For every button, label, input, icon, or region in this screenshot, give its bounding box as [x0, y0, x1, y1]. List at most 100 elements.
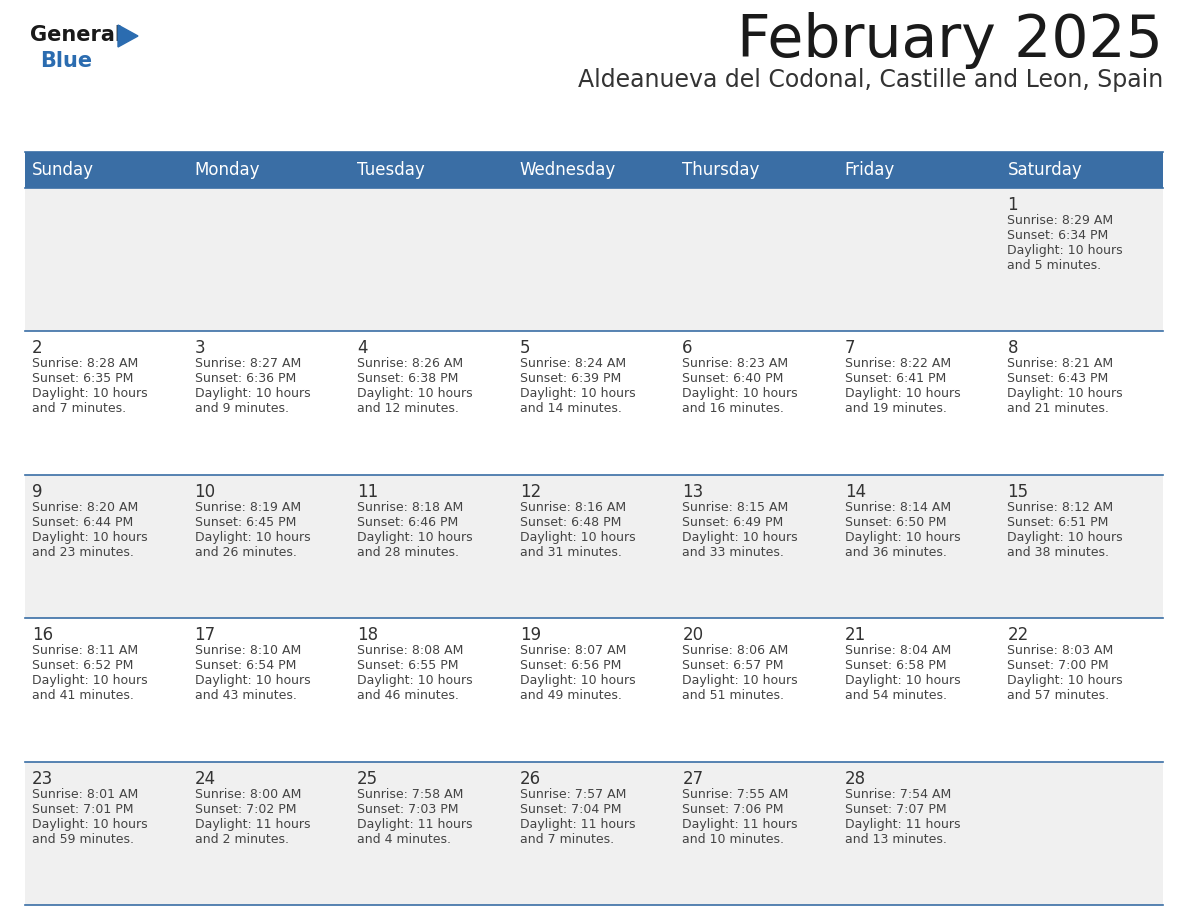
- Text: Sunset: 6:41 PM: Sunset: 6:41 PM: [845, 373, 946, 386]
- Text: 3: 3: [195, 340, 206, 357]
- Text: Sunset: 7:07 PM: Sunset: 7:07 PM: [845, 802, 947, 815]
- Text: 4: 4: [358, 340, 367, 357]
- Text: and 2 minutes.: and 2 minutes.: [195, 833, 289, 845]
- Text: Sunset: 7:04 PM: Sunset: 7:04 PM: [519, 802, 621, 815]
- Polygon shape: [118, 25, 138, 47]
- Text: and 10 minutes.: and 10 minutes.: [682, 833, 784, 845]
- Bar: [838, 152, 1000, 188]
- Text: Sunrise: 8:16 AM: Sunrise: 8:16 AM: [519, 501, 626, 514]
- Text: Daylight: 10 hours: Daylight: 10 hours: [358, 674, 473, 688]
- Text: Sunrise: 8:07 AM: Sunrise: 8:07 AM: [519, 644, 626, 657]
- Text: Sunset: 6:40 PM: Sunset: 6:40 PM: [682, 373, 784, 386]
- Text: Sunset: 6:49 PM: Sunset: 6:49 PM: [682, 516, 784, 529]
- Text: Daylight: 10 hours: Daylight: 10 hours: [845, 387, 960, 400]
- Text: Sunrise: 8:27 AM: Sunrise: 8:27 AM: [195, 357, 301, 370]
- Text: 23: 23: [32, 769, 53, 788]
- Text: Daylight: 10 hours: Daylight: 10 hours: [519, 387, 636, 400]
- Text: Sunrise: 8:12 AM: Sunrise: 8:12 AM: [1007, 501, 1113, 514]
- Text: Sunset: 6:52 PM: Sunset: 6:52 PM: [32, 659, 133, 672]
- Text: and 36 minutes.: and 36 minutes.: [845, 546, 947, 559]
- Text: and 13 minutes.: and 13 minutes.: [845, 833, 947, 845]
- Text: Daylight: 10 hours: Daylight: 10 hours: [195, 531, 310, 543]
- Text: 16: 16: [32, 626, 53, 644]
- Text: and 54 minutes.: and 54 minutes.: [845, 689, 947, 702]
- Text: Daylight: 11 hours: Daylight: 11 hours: [845, 818, 960, 831]
- Text: Sunrise: 8:03 AM: Sunrise: 8:03 AM: [1007, 644, 1113, 657]
- Text: Sunrise: 7:58 AM: Sunrise: 7:58 AM: [358, 788, 463, 800]
- Bar: [675, 152, 838, 188]
- Text: Sunrise: 8:15 AM: Sunrise: 8:15 AM: [682, 501, 789, 514]
- Text: Sunrise: 8:06 AM: Sunrise: 8:06 AM: [682, 644, 789, 657]
- Text: and 14 minutes.: and 14 minutes.: [519, 402, 621, 416]
- Text: 24: 24: [195, 769, 216, 788]
- Text: Daylight: 11 hours: Daylight: 11 hours: [358, 818, 473, 831]
- Text: 10: 10: [195, 483, 216, 501]
- Text: Sunset: 6:48 PM: Sunset: 6:48 PM: [519, 516, 621, 529]
- Text: Daylight: 10 hours: Daylight: 10 hours: [358, 531, 473, 543]
- Text: Sunset: 6:36 PM: Sunset: 6:36 PM: [195, 373, 296, 386]
- Text: 21: 21: [845, 626, 866, 644]
- Text: Sunrise: 7:55 AM: Sunrise: 7:55 AM: [682, 788, 789, 800]
- Text: Thursday: Thursday: [682, 161, 759, 179]
- Text: Sunrise: 8:04 AM: Sunrise: 8:04 AM: [845, 644, 952, 657]
- Text: 22: 22: [1007, 626, 1029, 644]
- Text: Daylight: 10 hours: Daylight: 10 hours: [1007, 674, 1123, 688]
- Text: and 51 minutes.: and 51 minutes.: [682, 689, 784, 702]
- Text: Sunset: 6:58 PM: Sunset: 6:58 PM: [845, 659, 947, 672]
- Text: and 41 minutes.: and 41 minutes.: [32, 689, 134, 702]
- Text: General: General: [30, 25, 122, 45]
- Text: Daylight: 11 hours: Daylight: 11 hours: [195, 818, 310, 831]
- Bar: [188, 152, 350, 188]
- Text: Sunrise: 8:00 AM: Sunrise: 8:00 AM: [195, 788, 301, 800]
- Text: Daylight: 10 hours: Daylight: 10 hours: [682, 387, 798, 400]
- Text: Daylight: 10 hours: Daylight: 10 hours: [195, 674, 310, 688]
- Text: 2: 2: [32, 340, 43, 357]
- Text: 6: 6: [682, 340, 693, 357]
- Text: Daylight: 10 hours: Daylight: 10 hours: [519, 531, 636, 543]
- Text: Sunrise: 8:18 AM: Sunrise: 8:18 AM: [358, 501, 463, 514]
- Text: and 43 minutes.: and 43 minutes.: [195, 689, 297, 702]
- Text: and 4 minutes.: and 4 minutes.: [358, 833, 451, 845]
- Text: Sunday: Sunday: [32, 161, 94, 179]
- Bar: [25, 618, 1163, 762]
- Text: 15: 15: [1007, 483, 1029, 501]
- Text: Sunrise: 8:21 AM: Sunrise: 8:21 AM: [1007, 357, 1113, 370]
- Text: Sunrise: 8:26 AM: Sunrise: 8:26 AM: [358, 357, 463, 370]
- Text: 28: 28: [845, 769, 866, 788]
- Text: Sunrise: 8:10 AM: Sunrise: 8:10 AM: [195, 644, 301, 657]
- Text: and 5 minutes.: and 5 minutes.: [1007, 259, 1101, 272]
- Text: 26: 26: [519, 769, 541, 788]
- Text: Daylight: 10 hours: Daylight: 10 hours: [195, 387, 310, 400]
- Text: Sunset: 7:01 PM: Sunset: 7:01 PM: [32, 802, 133, 815]
- Text: Daylight: 10 hours: Daylight: 10 hours: [845, 674, 960, 688]
- Text: Aldeanueva del Codonal, Castille and Leon, Spain: Aldeanueva del Codonal, Castille and Leo…: [577, 68, 1163, 92]
- Text: Sunset: 6:55 PM: Sunset: 6:55 PM: [358, 659, 459, 672]
- Text: and 21 minutes.: and 21 minutes.: [1007, 402, 1110, 416]
- Text: Daylight: 11 hours: Daylight: 11 hours: [682, 818, 798, 831]
- Text: Sunset: 6:51 PM: Sunset: 6:51 PM: [1007, 516, 1108, 529]
- Text: Daylight: 10 hours: Daylight: 10 hours: [32, 531, 147, 543]
- Text: Sunset: 6:39 PM: Sunset: 6:39 PM: [519, 373, 621, 386]
- Text: Saturday: Saturday: [1007, 161, 1082, 179]
- Text: and 7 minutes.: and 7 minutes.: [519, 833, 614, 845]
- Text: Daylight: 10 hours: Daylight: 10 hours: [358, 387, 473, 400]
- Text: Friday: Friday: [845, 161, 895, 179]
- Text: Sunrise: 8:11 AM: Sunrise: 8:11 AM: [32, 644, 138, 657]
- Text: Sunset: 6:45 PM: Sunset: 6:45 PM: [195, 516, 296, 529]
- Text: and 16 minutes.: and 16 minutes.: [682, 402, 784, 416]
- Bar: [25, 188, 1163, 331]
- Text: 8: 8: [1007, 340, 1018, 357]
- Text: Wednesday: Wednesday: [519, 161, 615, 179]
- Text: Sunset: 7:03 PM: Sunset: 7:03 PM: [358, 802, 459, 815]
- Text: Daylight: 10 hours: Daylight: 10 hours: [1007, 531, 1123, 543]
- Text: 9: 9: [32, 483, 43, 501]
- Text: Daylight: 10 hours: Daylight: 10 hours: [1007, 387, 1123, 400]
- Text: 19: 19: [519, 626, 541, 644]
- Bar: [1000, 152, 1163, 188]
- Text: Sunset: 7:00 PM: Sunset: 7:00 PM: [1007, 659, 1110, 672]
- Text: Daylight: 10 hours: Daylight: 10 hours: [682, 531, 798, 543]
- Bar: [513, 152, 675, 188]
- Text: 7: 7: [845, 340, 855, 357]
- Text: Sunset: 6:56 PM: Sunset: 6:56 PM: [519, 659, 621, 672]
- Text: Daylight: 11 hours: Daylight: 11 hours: [519, 818, 636, 831]
